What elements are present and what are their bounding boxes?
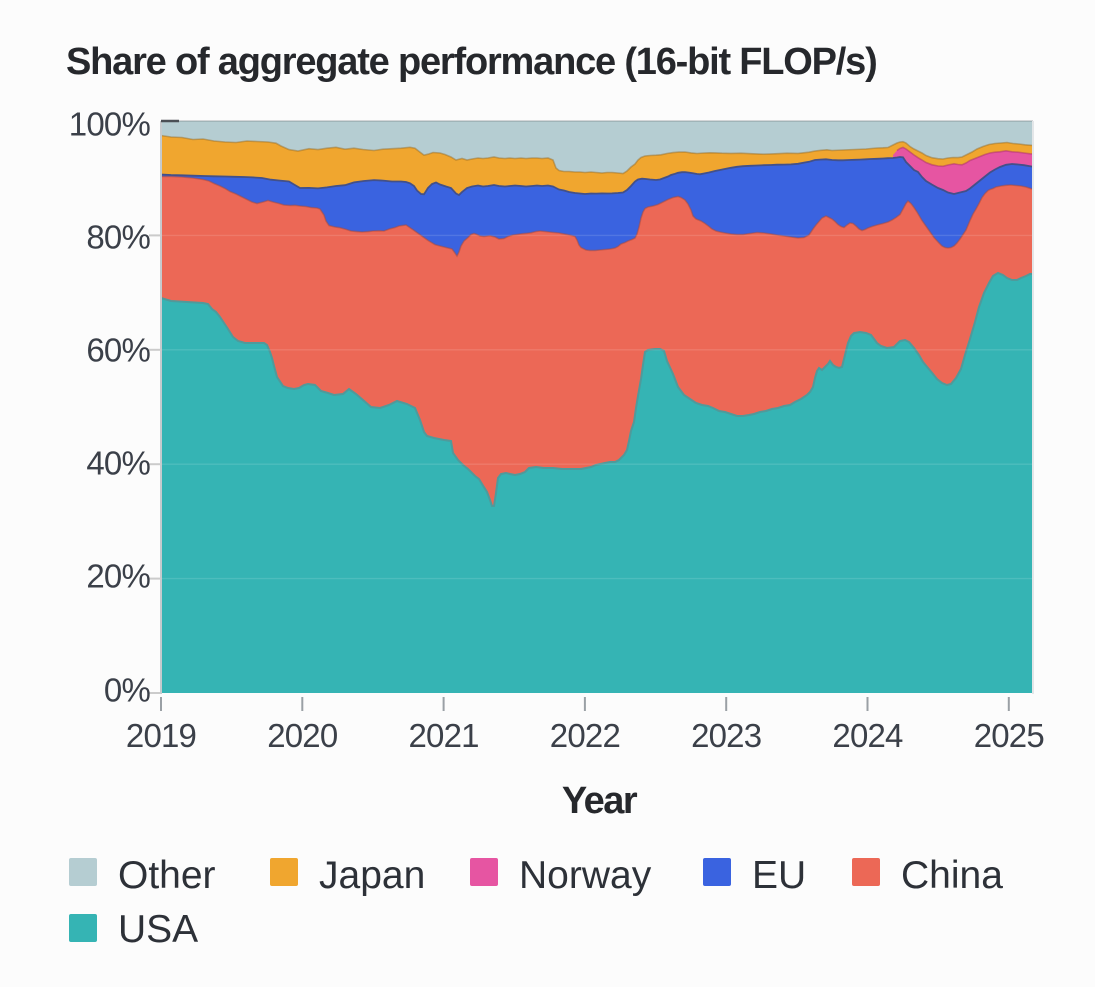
svg-text:Share of aggregate performance: Share of aggregate performance (16-bit F… [66, 41, 877, 83]
svg-text:USA: USA [118, 908, 198, 951]
svg-text:China: China [901, 854, 1003, 897]
svg-text:Norway: Norway [519, 854, 652, 897]
svg-text:2025: 2025 [974, 717, 1044, 754]
svg-text:2020: 2020 [267, 717, 338, 754]
svg-text:2019: 2019 [126, 717, 196, 754]
svg-text:0%: 0% [104, 672, 151, 709]
svg-text:60%: 60% [86, 332, 150, 369]
svg-text:EU: EU [752, 854, 806, 897]
svg-text:2024: 2024 [832, 717, 903, 754]
svg-text:80%: 80% [86, 219, 150, 256]
svg-text:2023: 2023 [691, 717, 761, 754]
svg-text:Japan: Japan [319, 854, 425, 897]
svg-text:2022: 2022 [550, 717, 620, 754]
svg-text:20%: 20% [86, 558, 150, 595]
svg-text:40%: 40% [86, 445, 150, 482]
svg-text:Year: Year [562, 780, 638, 822]
svg-text:100%: 100% [69, 106, 151, 143]
svg-text:Other: Other [118, 854, 216, 897]
svg-text:2021: 2021 [408, 717, 478, 754]
